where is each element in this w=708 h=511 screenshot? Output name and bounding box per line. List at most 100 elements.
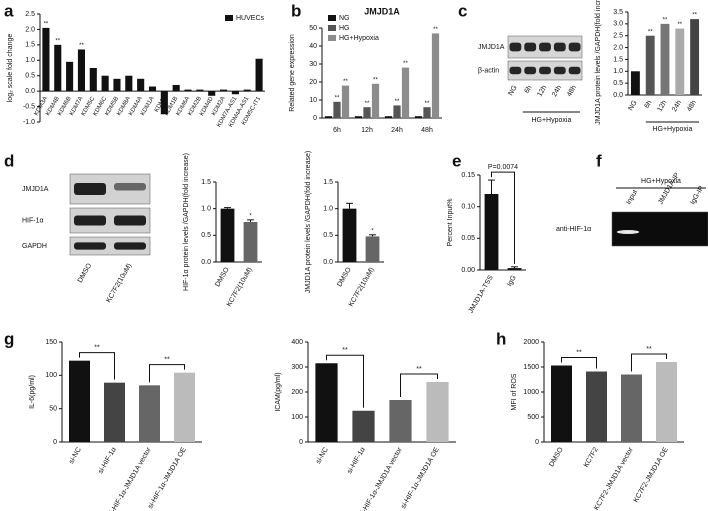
bar xyxy=(113,78,121,92)
y-tick-label: 0.0 xyxy=(25,88,35,95)
comparison-label: ** xyxy=(416,366,422,373)
y-tick-label: 1.5 xyxy=(25,42,35,49)
x-tick-label: 12h xyxy=(361,127,373,134)
bar xyxy=(354,116,363,118)
y-tick-label: 150 xyxy=(45,339,57,346)
y-tick-label: 200 xyxy=(291,389,303,396)
y-tick-label: 0.5 xyxy=(201,232,211,239)
bar xyxy=(341,85,350,118)
panel-letter: b xyxy=(291,1,301,20)
blot-column-label: 48h xyxy=(566,84,578,98)
x-tick-label: DMSO xyxy=(548,446,565,468)
significance: * xyxy=(371,228,374,234)
bar xyxy=(621,374,642,442)
bar xyxy=(363,107,371,118)
y-tick-label: 0.5 xyxy=(613,80,623,87)
significance: ** xyxy=(373,77,378,83)
y-tick-label: 0 xyxy=(535,439,539,446)
blot-band xyxy=(616,230,640,234)
bar xyxy=(484,194,499,270)
y-tick-label: 500 xyxy=(527,414,539,421)
y-axis-label: MFI of ROS xyxy=(511,373,518,410)
y-tick-label: 1000 xyxy=(523,389,539,396)
bar xyxy=(54,44,62,92)
y-tick-label: 0.0 xyxy=(613,92,623,99)
blot-row-label: JMJD1A xyxy=(478,44,505,51)
significance: ** xyxy=(335,95,340,101)
comparison-bracket xyxy=(631,353,667,372)
x-tick-label: KC7F2 xyxy=(583,446,600,468)
panel-letter: c xyxy=(458,1,467,20)
significance: ** xyxy=(79,43,84,49)
y-tick-label: 30 xyxy=(309,61,317,68)
bar xyxy=(315,363,338,442)
legend-label: HUVECs xyxy=(236,15,265,22)
y-tick-label: 0 xyxy=(299,439,303,446)
bar xyxy=(660,23,670,95)
y-tick-label: 50 xyxy=(309,25,317,32)
legend-label: NG xyxy=(339,15,350,22)
y-tick-label: 2.0 xyxy=(613,44,623,51)
comparison-bracket xyxy=(561,357,597,369)
blot-column-label: 12h xyxy=(536,84,548,98)
y-tick-label: 0.10 xyxy=(461,204,475,211)
blot-band xyxy=(74,215,106,226)
x-tick-label: si-NC xyxy=(315,446,330,465)
bar xyxy=(174,372,195,442)
y-tick-label: 300 xyxy=(291,364,303,371)
x-tick-label: JMJD1A-TSS xyxy=(468,274,495,315)
y-tick-label: 0.05 xyxy=(461,235,475,242)
bar xyxy=(384,116,393,118)
bar xyxy=(137,78,145,92)
y-tick-label: 2.5 xyxy=(25,11,35,18)
y-tick-label: 3.0 xyxy=(613,21,623,28)
y-tick-label: 1.5 xyxy=(613,56,623,63)
significance: ** xyxy=(692,13,697,19)
blot-column-label: 24h xyxy=(551,84,563,98)
y-axis-label: Related gene expression xyxy=(289,34,296,112)
comparison-bracket xyxy=(400,373,438,397)
blot-band xyxy=(114,242,146,250)
y-tick-label: 2.5 xyxy=(613,33,623,40)
blot-row-label: HIF-1α xyxy=(22,217,44,224)
legend-swatch xyxy=(328,35,336,41)
bar xyxy=(148,86,157,92)
bar xyxy=(414,116,423,118)
panel-letter: e xyxy=(452,151,461,170)
x-tick-label: si-HIF-1α xyxy=(97,446,118,475)
bar xyxy=(342,208,357,262)
blot-column-label: NG xyxy=(507,84,518,97)
x-tick-label: NG xyxy=(627,99,638,112)
blot-band xyxy=(524,66,537,75)
x-tick-label: KC7F2-JMJD1A vector xyxy=(593,446,635,511)
y-tick-label: 100 xyxy=(291,414,303,421)
x-tick-label: si-HIF-1α-JMJD1A OE xyxy=(147,446,188,510)
blot-band xyxy=(509,66,522,75)
comparison-label: ** xyxy=(342,347,348,354)
y-tick-label: -1.0 xyxy=(23,119,35,126)
significance: ** xyxy=(343,79,348,85)
bar xyxy=(255,58,263,92)
y-axis-label: log₂ scale fold change xyxy=(7,34,14,103)
x-tick-label: si-HIF-1α xyxy=(346,446,367,475)
blot-row-label: JMJD1A xyxy=(22,186,49,193)
x-tick-label: 6h xyxy=(644,99,654,109)
y-tick-label: 1.0 xyxy=(25,57,35,64)
blot-band xyxy=(553,42,566,52)
comparison-label: ** xyxy=(94,345,100,352)
comparison-bracket xyxy=(326,354,364,408)
significance: ** xyxy=(44,21,49,27)
bar xyxy=(630,71,640,95)
blot-band xyxy=(74,242,106,250)
blot-row-label: GAPDH xyxy=(22,243,47,250)
y-tick-label: 0.5 xyxy=(25,73,35,80)
y-axis-label: ICAM(pg/ml) xyxy=(275,372,282,411)
comparison-label: ** xyxy=(164,357,170,364)
legend-swatch xyxy=(328,15,336,21)
bar xyxy=(125,75,133,92)
comparison-bracket xyxy=(491,171,515,264)
panel-letter: f xyxy=(596,151,602,170)
bar xyxy=(42,27,50,92)
significance: ** xyxy=(55,38,60,44)
significance: ** xyxy=(365,101,370,107)
